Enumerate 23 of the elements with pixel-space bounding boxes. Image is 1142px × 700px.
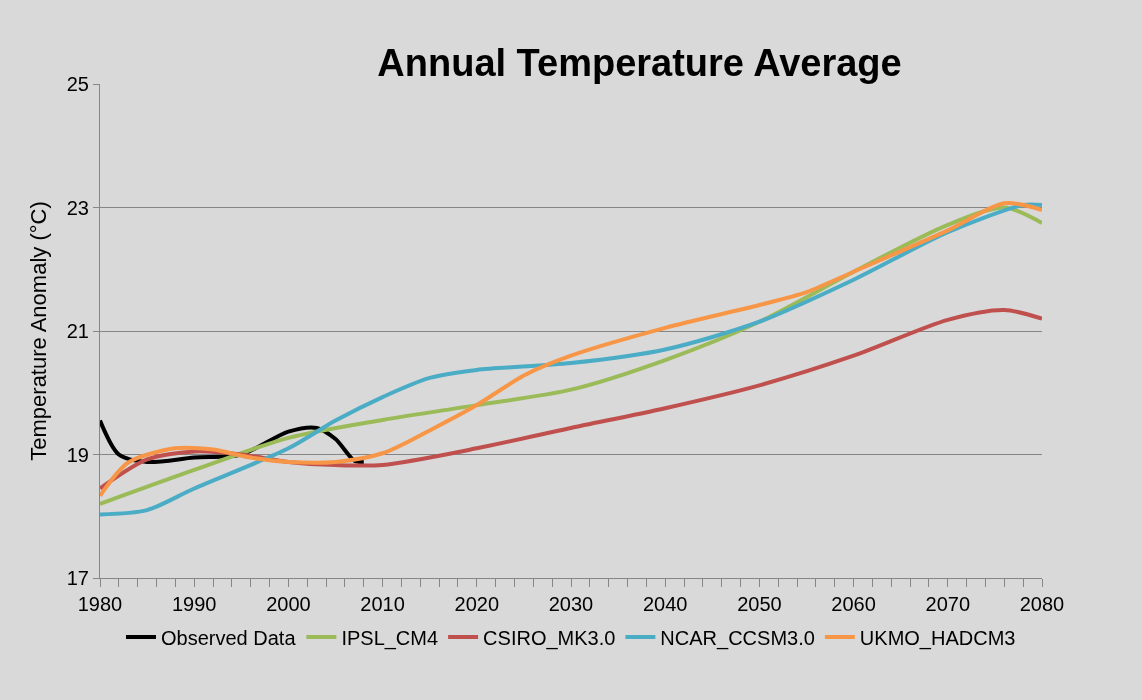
y-tick-label: 25 [66,73,89,95]
x-tick-label: 1980 [77,593,123,615]
y-tick-label: 21 [66,320,89,342]
x-tick-label: 2080 [1019,593,1065,615]
x-tick-label: 2000 [266,593,311,615]
x-tick-label: 2060 [831,593,876,615]
legend-label: UKMO_HADCM3 [859,626,1016,650]
x-tick-label: 2010 [360,593,405,615]
y-tick-label: 17 [66,567,89,589]
x-tick-label: 2050 [737,593,782,615]
y-tick-label: 19 [66,443,89,466]
legend-label: NCAR_CCSM3.0 [660,626,815,650]
legend-label: CSIRO_MK3.0 [483,626,616,650]
x-tick-label: 2020 [454,593,500,615]
x-tick-label: 2030 [548,593,594,615]
chart-title: Annual Temperature Average [377,41,902,84]
legend-label: Observed Data [161,626,297,649]
y-axis-title: Temperature Anomaly (°C) [25,201,51,461]
x-tick-label: 2070 [925,593,971,615]
x-tick-label: 2040 [642,593,688,615]
legend-label: IPSL_CM4 [341,626,439,650]
x-tick-label: 1990 [171,593,217,615]
y-tick-label: 23 [66,196,89,219]
